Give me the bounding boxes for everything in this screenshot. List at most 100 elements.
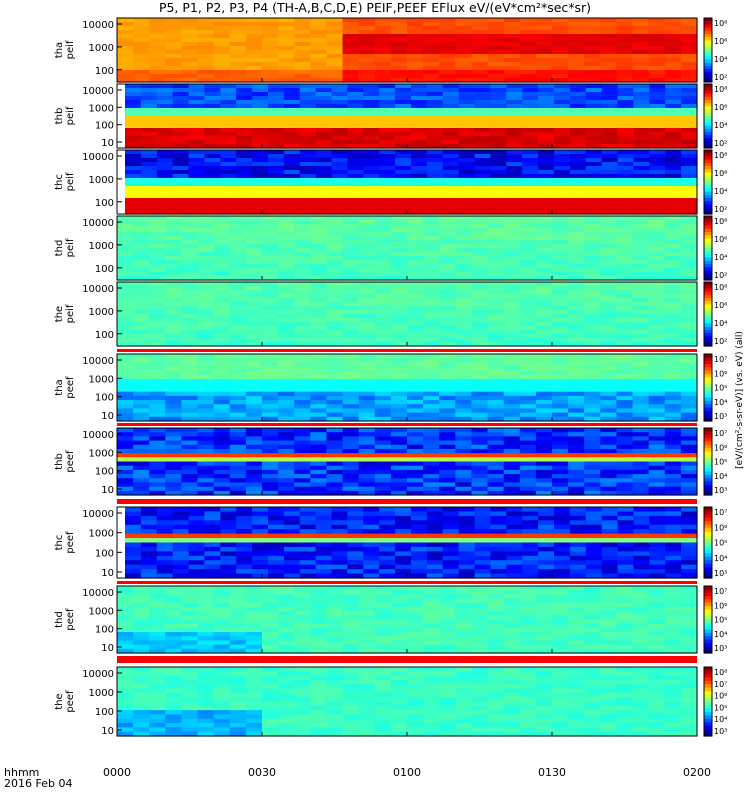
heatmap-cell xyxy=(395,166,412,171)
colorbar-cell xyxy=(704,323,712,328)
heatmap-cell xyxy=(535,465,553,471)
colorbar-frame xyxy=(703,215,713,281)
heatmap-cell xyxy=(552,404,569,410)
heatmap-cell xyxy=(471,220,489,225)
heatmap-cell xyxy=(617,524,635,530)
heatmap-cell xyxy=(188,108,206,113)
heatmap-cell xyxy=(426,507,444,513)
heatmap-cell xyxy=(197,465,215,471)
heatmap-cell xyxy=(236,140,253,145)
heatmap-cell xyxy=(455,276,473,281)
heatmap-cell xyxy=(379,104,396,109)
heatmap-cell xyxy=(294,461,311,467)
heatmap-cell xyxy=(252,206,269,211)
heatmap-cell xyxy=(680,453,698,458)
heatmap-cell xyxy=(552,58,569,63)
heatmap-cell xyxy=(283,100,301,105)
colorbar-cell xyxy=(704,238,712,243)
heatmap-cell xyxy=(503,62,521,67)
heatmap-cell xyxy=(117,358,134,363)
heatmap-cell xyxy=(133,58,150,63)
heatmap-cell xyxy=(474,88,492,93)
heatmap-cell xyxy=(680,432,698,437)
heatmap-cell xyxy=(439,318,456,323)
heatmap-cell xyxy=(204,573,221,579)
heatmap-cell xyxy=(633,564,650,570)
heatmap-cell xyxy=(188,132,206,137)
heatmap-cell xyxy=(552,358,569,363)
heatmap-cell xyxy=(554,524,571,530)
heatmap-cell xyxy=(584,469,601,475)
heatmap-cell xyxy=(681,511,698,517)
heatmap-cell xyxy=(458,124,476,129)
heatmap-cell xyxy=(519,370,537,376)
heatmap-cell xyxy=(262,338,279,343)
heatmap-cell xyxy=(294,387,311,393)
heatmap-cell xyxy=(649,116,666,121)
heatmap-cell xyxy=(455,252,473,257)
heatmap-cell xyxy=(471,465,489,471)
heatmap-cell xyxy=(535,391,553,397)
heatmap-cell xyxy=(584,457,601,463)
heatmap-cell xyxy=(204,104,221,109)
heatmap-cell xyxy=(117,391,134,397)
heatmap-cell xyxy=(633,569,650,575)
heatmap-cell xyxy=(374,18,392,23)
heatmap-cell xyxy=(390,276,408,281)
heatmap-cell xyxy=(294,469,311,475)
heatmap-cell xyxy=(181,436,199,442)
heatmap-cell xyxy=(487,26,505,31)
heatmap-cell xyxy=(584,22,601,27)
heatmap-cell xyxy=(426,154,444,159)
heatmap-cell xyxy=(519,444,537,450)
heatmap-cell xyxy=(374,66,392,71)
heatmap-cell xyxy=(310,30,328,35)
colorbar-cell xyxy=(704,336,712,341)
heatmap-cell xyxy=(374,290,392,295)
heatmap-cell xyxy=(342,54,360,59)
heatmap-cell xyxy=(617,182,635,187)
heatmap-cell xyxy=(315,569,333,575)
heatmap-cell xyxy=(236,569,253,575)
heatmap-cell xyxy=(326,74,344,79)
heatmap-cell xyxy=(487,448,505,454)
heatmap-cell xyxy=(299,158,317,163)
heatmap-cell xyxy=(374,366,392,372)
heatmap-cell xyxy=(680,354,698,359)
heatmap-cell xyxy=(236,210,253,215)
heatmap-cell xyxy=(390,74,408,79)
heatmap-cell xyxy=(458,100,476,105)
heatmap-cell xyxy=(407,448,424,454)
heatmap-cell xyxy=(236,166,253,171)
heatmap-cell xyxy=(617,515,635,521)
heatmap-cell xyxy=(439,486,456,492)
heatmap-cell xyxy=(326,50,344,55)
heatmap-cell xyxy=(278,236,295,241)
heatmap-cell xyxy=(331,116,349,121)
heatmap-cell xyxy=(568,448,585,454)
heatmap-cell xyxy=(490,174,507,179)
heatmap-cell xyxy=(487,322,505,327)
heatmap-cell xyxy=(220,136,237,141)
heatmap-cell xyxy=(474,92,492,97)
heatmap-cell xyxy=(552,391,569,397)
heatmap-cell xyxy=(616,314,634,319)
heatmap-cell xyxy=(632,248,650,253)
heatmap-cell xyxy=(299,174,317,179)
heatmap-cell xyxy=(503,330,521,335)
colorbar-tick-label: 10⁸ xyxy=(714,151,727,160)
heatmap-cell xyxy=(535,240,553,245)
heatmap-cell xyxy=(648,244,666,249)
heatmap-cell xyxy=(519,54,537,59)
heatmap-cell xyxy=(278,408,295,414)
heatmap-cell xyxy=(503,444,521,450)
heatmap-cell xyxy=(474,112,492,117)
heatmap-cell xyxy=(664,294,682,299)
heatmap-cell xyxy=(326,38,344,43)
heatmap-cell xyxy=(503,342,521,347)
heatmap-cell xyxy=(181,457,199,463)
heatmap-cell xyxy=(552,252,569,257)
heatmap-cell xyxy=(522,573,539,579)
heatmap-cell xyxy=(374,391,392,397)
heatmap-cell xyxy=(648,78,666,83)
